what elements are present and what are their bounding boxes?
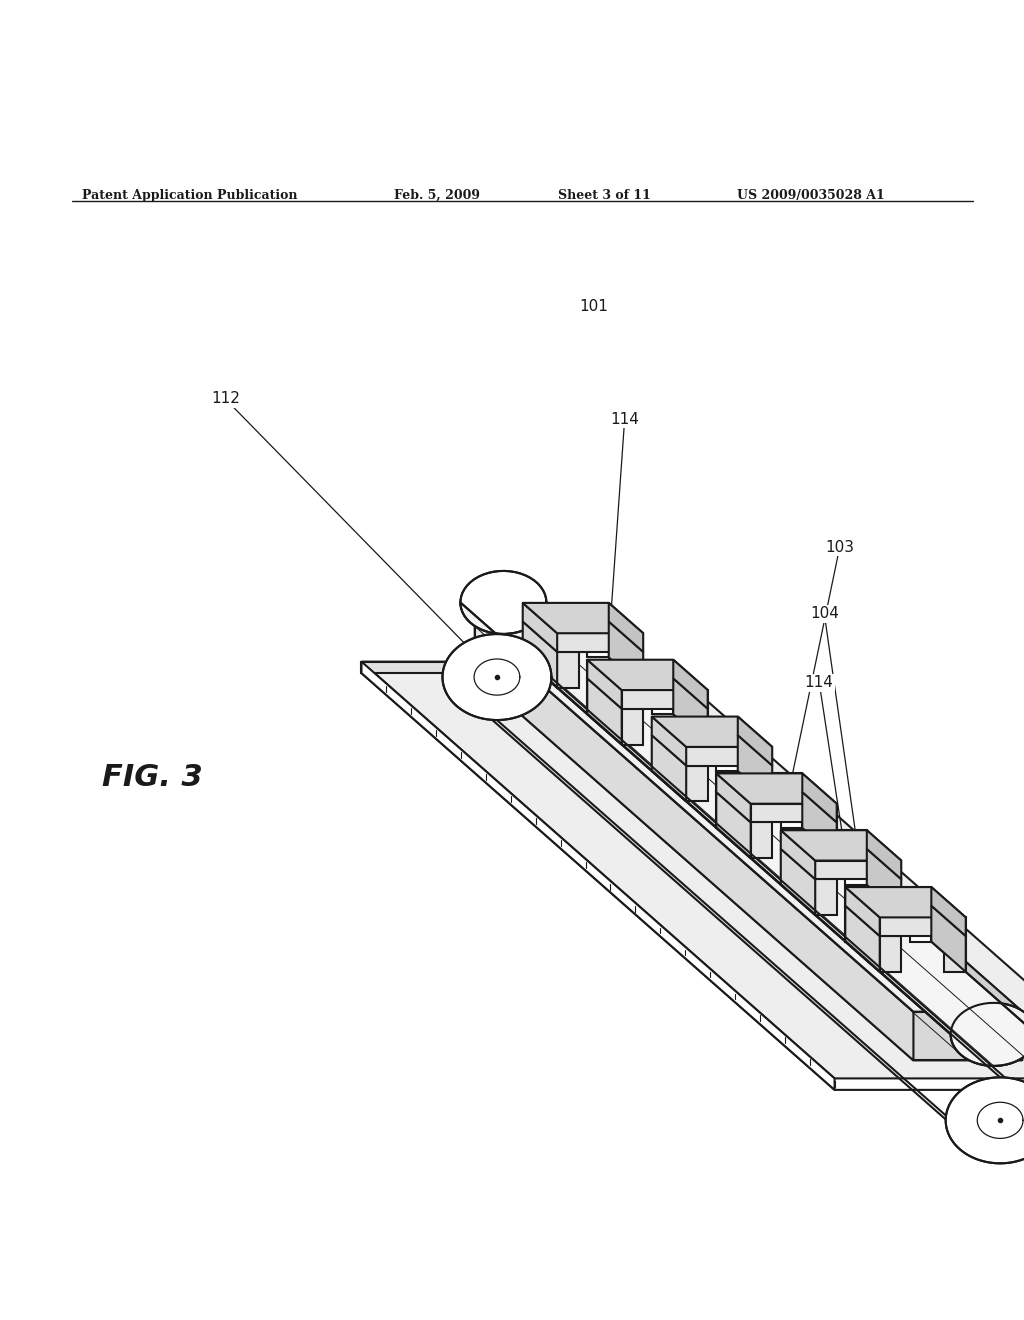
Polygon shape [608,603,643,652]
Polygon shape [361,661,1024,1078]
Polygon shape [674,678,708,744]
Polygon shape [361,661,663,673]
Polygon shape [880,917,966,936]
Text: 112: 112 [211,391,240,407]
Polygon shape [846,887,966,917]
Polygon shape [652,717,686,766]
Polygon shape [846,906,880,972]
Polygon shape [815,861,901,879]
Polygon shape [944,936,966,972]
Polygon shape [622,709,643,744]
Polygon shape [361,661,835,1090]
Polygon shape [588,678,622,744]
Polygon shape [846,906,866,941]
Polygon shape [846,849,866,884]
Polygon shape [880,936,901,972]
Text: 103: 103 [825,540,854,554]
Polygon shape [780,849,803,884]
Polygon shape [475,626,913,1060]
Polygon shape [737,735,772,801]
Text: Patent Application Publication: Patent Application Publication [82,189,297,202]
Polygon shape [523,603,643,634]
Polygon shape [946,1077,1024,1163]
Polygon shape [523,603,557,652]
Polygon shape [475,675,1022,1060]
Polygon shape [674,660,708,709]
Polygon shape [910,906,932,941]
Text: FIG. 3: FIG. 3 [102,763,203,792]
Polygon shape [652,717,737,735]
Polygon shape [913,1011,1022,1060]
Polygon shape [717,774,751,822]
Polygon shape [932,887,966,936]
Polygon shape [751,822,772,858]
Text: 101: 101 [580,300,608,314]
Polygon shape [717,792,737,828]
Polygon shape [608,622,643,688]
Polygon shape [442,634,551,719]
Text: 114: 114 [805,675,834,690]
Text: US 2009/0035028 A1: US 2009/0035028 A1 [737,189,885,202]
Polygon shape [584,626,1022,1060]
Polygon shape [780,830,815,879]
Polygon shape [717,774,803,792]
Polygon shape [686,709,708,744]
Polygon shape [866,830,901,879]
Polygon shape [461,602,1024,1065]
Polygon shape [652,717,772,747]
Text: 114: 114 [610,412,639,426]
Text: Sheet 3 of 11: Sheet 3 of 11 [558,189,651,202]
Polygon shape [686,747,772,766]
Polygon shape [622,690,708,709]
Polygon shape [780,830,901,861]
Polygon shape [880,879,901,915]
Polygon shape [815,879,837,915]
Polygon shape [588,660,674,678]
Polygon shape [751,766,772,801]
Polygon shape [475,626,584,675]
Text: 104: 104 [810,606,839,622]
Polygon shape [652,735,674,771]
Polygon shape [652,735,686,801]
Polygon shape [717,774,837,804]
Polygon shape [652,678,674,714]
Text: Feb. 5, 2009: Feb. 5, 2009 [394,189,480,202]
Polygon shape [588,622,608,657]
Polygon shape [588,660,708,690]
Polygon shape [622,652,643,688]
Polygon shape [780,792,803,828]
Polygon shape [461,572,547,634]
Polygon shape [717,792,751,858]
Polygon shape [523,622,557,688]
Polygon shape [475,626,1022,1011]
Polygon shape [815,822,837,858]
Polygon shape [751,804,837,822]
Polygon shape [950,1003,1024,1065]
Polygon shape [846,887,932,906]
Polygon shape [932,906,966,972]
Polygon shape [588,678,608,714]
Polygon shape [737,717,772,766]
Polygon shape [523,603,608,622]
Polygon shape [523,622,545,657]
Polygon shape [780,830,866,849]
Polygon shape [361,673,1024,1090]
Polygon shape [803,774,837,822]
Polygon shape [780,849,815,915]
Polygon shape [588,660,622,709]
Polygon shape [557,634,643,652]
Polygon shape [717,735,737,771]
Polygon shape [803,792,837,858]
Polygon shape [866,849,901,915]
Polygon shape [686,766,708,801]
Polygon shape [557,652,579,688]
Polygon shape [846,887,880,936]
